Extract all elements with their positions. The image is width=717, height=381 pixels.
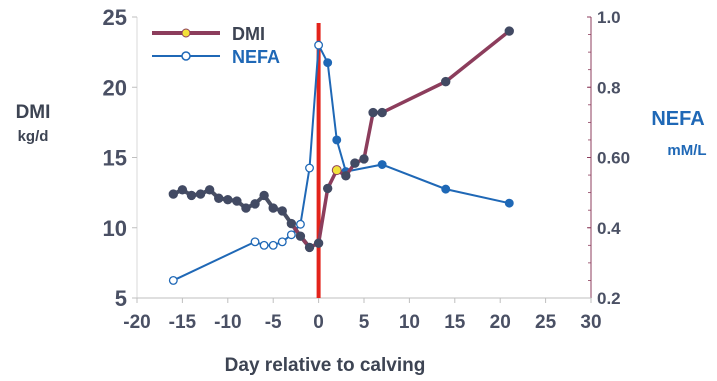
dmi-point	[331, 165, 342, 176]
dmi-point	[214, 193, 224, 203]
legend-dmi-label: DMI	[232, 24, 265, 44]
nefa-point	[286, 230, 296, 240]
x-tick-label: -15	[169, 312, 197, 333]
dmi-point	[259, 190, 269, 201]
x-tick-label: 15	[444, 312, 466, 333]
nefa-point	[332, 135, 342, 145]
y-right-tick-label: 1.0	[597, 8, 621, 27]
y-right-unit: mM/L	[667, 142, 706, 159]
nefa-point	[277, 237, 287, 247]
dmi-point	[195, 189, 206, 199]
series-layer	[168, 23, 514, 298]
y-left-tick-label: 20	[103, 75, 127, 100]
legend: DMI NEFA	[152, 24, 280, 67]
x-axis-label: Day relative to calving	[225, 355, 426, 376]
dmi-point	[232, 196, 242, 206]
x-tick-label: 30	[580, 312, 601, 333]
nefa-point	[168, 275, 178, 285]
y-left-tick-label: 15	[103, 146, 127, 171]
y-left-label: DMI	[16, 102, 51, 123]
dmi-point	[304, 242, 315, 253]
x-tick-label: -20	[123, 312, 150, 333]
nefa-point	[314, 40, 324, 50]
x-tick-label: -10	[214, 312, 241, 333]
dmi-point	[313, 238, 324, 248]
nefa-point	[268, 240, 278, 250]
y-left-tick-label: 10	[103, 216, 127, 241]
dmi-point	[223, 194, 233, 205]
dmi-point	[341, 171, 351, 181]
dmi-point	[204, 185, 215, 195]
dmi-point	[277, 206, 287, 216]
dmi-point	[286, 218, 297, 229]
y-right-tick-label: 0.4	[597, 219, 621, 238]
nefa-point	[377, 160, 387, 169]
nefa-point	[441, 184, 451, 194]
dmi-point	[350, 158, 360, 168]
x-tick-label: 5	[359, 312, 370, 333]
x-tick-label: -5	[265, 312, 282, 333]
dmi-point	[168, 189, 179, 199]
y-left-tick-label: 5	[115, 286, 127, 311]
y-left-unit: kg/d	[18, 128, 49, 145]
legend-dmi-marker	[181, 28, 191, 38]
nefa-point	[259, 240, 269, 250]
nefa-point	[323, 58, 333, 68]
y-right-tick-label: 0.2	[597, 289, 621, 308]
y-left-tick-label: 25	[103, 5, 127, 30]
legend-nefa-label: NEFA	[232, 47, 280, 67]
axes-layer: 5 10 15 20 25 0.2 0.4 0.60 0.8 1.0 -20 -15 -10 -5 0 5 10…	[103, 5, 631, 333]
x-tick-label: 20	[490, 312, 511, 333]
dmi-point	[295, 231, 306, 241]
dmi-point	[377, 107, 387, 118]
nefa-series-line	[172, 41, 510, 282]
dmi-point	[268, 203, 278, 213]
nefa-point	[295, 219, 305, 229]
dmi-point	[241, 203, 251, 213]
nefa-point	[504, 198, 514, 208]
y-right-tick-label: 0.60	[597, 149, 630, 168]
nefa-point	[250, 237, 260, 247]
y-right-tick-label: 0.8	[597, 78, 621, 97]
dmi-point	[177, 185, 188, 195]
dmi-point	[250, 199, 260, 209]
dmi-point	[441, 76, 451, 87]
x-tick-label: 10	[399, 312, 420, 333]
legend-nefa-marker	[181, 51, 191, 61]
y-right-label: NEFA	[651, 108, 704, 130]
nefa-point	[305, 163, 314, 173]
dmi-point	[504, 26, 514, 36]
x-tick-label: 0	[313, 312, 324, 333]
dmi-point	[186, 190, 197, 201]
dmi-point	[368, 107, 378, 118]
dmi-point	[359, 154, 369, 164]
x-tick-label: 25	[535, 312, 557, 333]
dmi-point	[322, 183, 333, 194]
